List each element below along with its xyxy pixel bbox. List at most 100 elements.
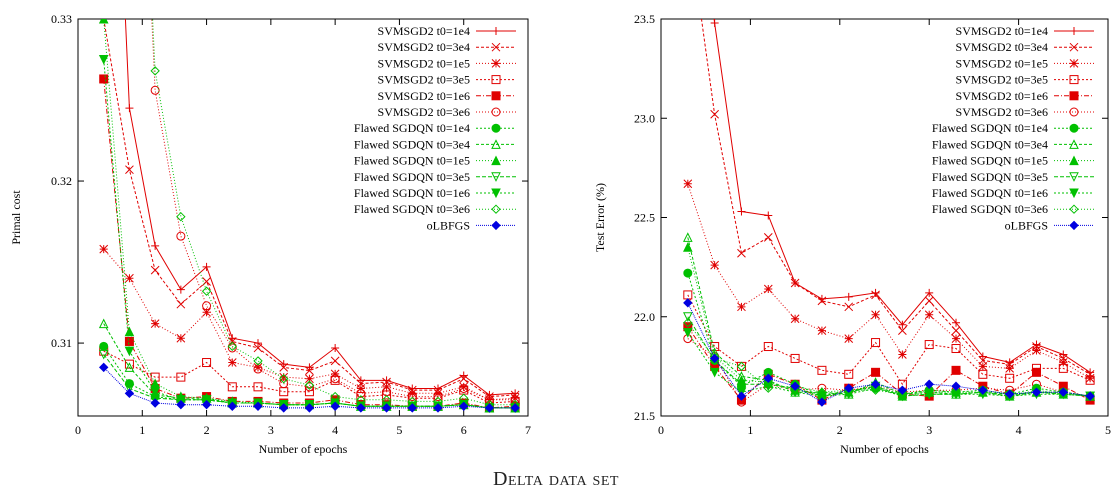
data-point <box>201 286 212 296</box>
data-point <box>407 388 417 398</box>
data-point <box>124 346 135 357</box>
y-axis-label: Primal cost <box>9 190 23 245</box>
data-point <box>279 379 289 389</box>
data-point <box>253 363 263 372</box>
legend-label: Flawed SGDQN t0=1e6 <box>932 186 1048 200</box>
legend-label: Flawed SGDQN t0=1e4 <box>354 121 470 135</box>
data-point <box>1005 373 1015 383</box>
x-tick-label: 4 <box>332 423 338 437</box>
plot-area <box>98 19 520 414</box>
legend-label: SVMSGD2 t0=3e4 <box>956 40 1048 54</box>
data-point <box>330 374 340 384</box>
data-point <box>176 299 186 309</box>
y-tick-label: 22.5 <box>634 211 655 225</box>
x-tick-label: 6 <box>461 423 467 437</box>
y-tick-label: 21.5 <box>634 409 655 423</box>
data-point <box>279 374 289 384</box>
data-point <box>433 392 443 402</box>
data-point <box>176 333 186 343</box>
legend-label: SVMSGD2 t0=1e5 <box>956 56 1048 70</box>
data-point <box>898 350 907 359</box>
legend-marker <box>491 42 501 52</box>
data-point <box>1004 389 1015 399</box>
data-point <box>898 320 907 329</box>
legend: SVMSGD2 t0=1e4 SVMSGD2 t0=3e4 SVMSGD2 t0=1… <box>932 24 1094 232</box>
data-point <box>1085 375 1095 385</box>
data-point <box>924 340 934 350</box>
data-point <box>330 356 340 366</box>
data-point <box>459 382 469 392</box>
data-point <box>736 361 747 372</box>
data-point <box>1031 367 1041 377</box>
data-point <box>871 290 880 300</box>
x-tick-label: 0 <box>75 423 81 437</box>
legend-marker <box>1069 204 1079 214</box>
legend-marker <box>491 75 501 85</box>
data-point <box>331 343 340 352</box>
data-point <box>790 314 800 324</box>
data-point <box>253 343 263 353</box>
data-point <box>98 318 109 329</box>
data-point <box>925 288 934 297</box>
data-point <box>683 242 693 252</box>
legend-label: SVMSGD2 t0=1e4 <box>956 24 1048 38</box>
data-point <box>382 390 392 400</box>
legend-label: Flawed SGDQN t0=1e5 <box>932 154 1048 168</box>
data-point <box>790 381 800 391</box>
data-point <box>99 362 109 373</box>
test-error-chart: 0 1 2 3 4 5 21.5 22.0 22.5 23.0 23.5 Number of epoc… <box>593 12 1111 456</box>
data-point <box>150 66 160 76</box>
data-point <box>124 383 135 394</box>
y-axis-label: Test Error (%) <box>593 183 607 252</box>
data-point <box>817 387 827 397</box>
data-point <box>817 365 827 375</box>
data-point <box>924 310 934 320</box>
data-point <box>924 379 934 389</box>
data-point <box>764 211 773 220</box>
data-point <box>201 395 212 405</box>
data-point <box>1085 391 1095 401</box>
data-point <box>763 383 773 393</box>
legend-label: Flawed SGDQN t0=1e5 <box>354 154 470 168</box>
data-point <box>201 399 212 410</box>
data-point <box>99 244 109 254</box>
data-point <box>710 19 719 27</box>
data-point <box>124 326 135 337</box>
data-point <box>150 387 160 397</box>
data-point <box>844 292 853 301</box>
data-point <box>484 403 495 413</box>
data-point <box>737 248 746 258</box>
data-point <box>898 326 907 335</box>
legend-marker <box>1069 172 1079 182</box>
data-point <box>1031 387 1042 397</box>
data-point <box>763 284 773 294</box>
data-point <box>951 344 961 354</box>
series-line <box>103 248 516 401</box>
data-point <box>459 374 469 384</box>
legend-label: Flawed SGDQN t0=3e5 <box>932 170 1048 184</box>
data-point <box>709 367 720 378</box>
data-point <box>736 391 747 401</box>
data-point <box>98 19 109 24</box>
x-axis-label: Number of epochs <box>259 442 348 456</box>
data-point <box>176 372 186 382</box>
x-tick-label: 2 <box>837 423 843 437</box>
legend-label: Flawed SGDQN t0=3e4 <box>932 137 1048 151</box>
data-point <box>202 307 211 317</box>
data-point <box>459 401 469 411</box>
data-point <box>790 353 800 363</box>
data-point <box>459 383 469 393</box>
legend-marker <box>1069 91 1079 101</box>
data-point <box>683 232 693 242</box>
data-point <box>176 285 185 294</box>
data-point <box>433 403 443 413</box>
data-point <box>227 337 237 346</box>
y-tick-label: 0.32 <box>51 174 72 188</box>
series-line <box>687 183 1091 379</box>
data-point <box>227 382 237 392</box>
data-point <box>433 388 443 398</box>
legend-marker <box>491 59 501 68</box>
x-tick-label: 1 <box>139 423 145 437</box>
legend-label: SVMSGD2 t0=3e6 <box>956 105 1048 119</box>
series-line <box>687 332 1091 397</box>
